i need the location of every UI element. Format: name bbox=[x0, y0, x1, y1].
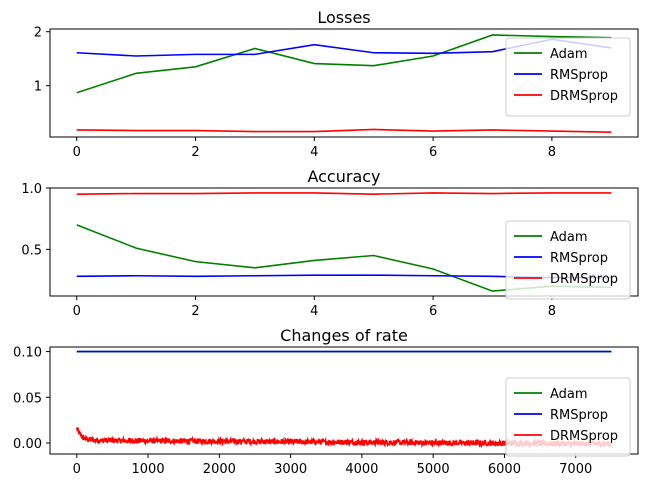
series-line-drmsprop bbox=[76, 192, 612, 195]
legend-box bbox=[505, 220, 631, 300]
x-tick-label: 0 bbox=[73, 304, 81, 319]
chart-panel-2: 0 2 4 6 8 0.5 1.0 Accuracy Adam RMSprop DRMSprop bbox=[21, 167, 639, 319]
legend: Adam RMSprop DRMSprop bbox=[505, 37, 631, 117]
x-tick-label: 4 bbox=[310, 145, 318, 160]
legend-label-drmsprop: DRMSprop bbox=[550, 89, 618, 104]
y-tick-label: 0.10 bbox=[13, 346, 42, 361]
y-tick-label: 0.5 bbox=[21, 243, 42, 258]
x-tick-label: 6000 bbox=[488, 462, 521, 477]
x-tick-label: 0 bbox=[73, 145, 81, 160]
x-tick-label: 7000 bbox=[559, 462, 592, 477]
y-tick-label: 0.05 bbox=[13, 391, 42, 406]
legend-label-adam: Adam bbox=[550, 230, 588, 245]
legend-label-adam: Adam bbox=[550, 47, 588, 62]
legend-label-rmsprop: RMSprop bbox=[550, 68, 608, 83]
x-tick-label: 3000 bbox=[274, 462, 307, 477]
chart-title: Accuracy bbox=[307, 167, 380, 186]
x-tick-label: 4 bbox=[310, 304, 318, 319]
legend: Adam RMSprop DRMSprop bbox=[505, 220, 631, 300]
legend-label-drmsprop: DRMSprop bbox=[550, 429, 618, 444]
x-tick-label: 2 bbox=[191, 304, 199, 319]
legend-box bbox=[505, 377, 631, 457]
x-tick-label: 5000 bbox=[417, 462, 450, 477]
x-tick-label: 6 bbox=[429, 304, 437, 319]
legend-label-rmsprop: RMSprop bbox=[550, 251, 608, 266]
legend-box bbox=[505, 37, 631, 117]
x-tick-label: 8 bbox=[548, 304, 556, 319]
x-tick-label: 0 bbox=[73, 462, 81, 477]
x-tick-label: 8 bbox=[548, 145, 556, 160]
legend-label-rmsprop: RMSprop bbox=[550, 408, 608, 423]
plot-frame bbox=[49, 187, 639, 297]
x-tick-label: 6 bbox=[429, 145, 437, 160]
x-tick-label: 1000 bbox=[132, 462, 165, 477]
series-line-drmsprop bbox=[76, 128, 612, 133]
y-tick-label: 1.0 bbox=[21, 182, 42, 197]
legend-label-drmsprop: DRMSprop bbox=[550, 272, 618, 287]
chart-title: Changes of rate bbox=[280, 326, 408, 345]
y-tick-label: 0.00 bbox=[13, 437, 42, 452]
y-tick-label: 2 bbox=[34, 26, 42, 41]
x-tick-label: 4000 bbox=[345, 462, 378, 477]
chart-panel-1: 0 2 4 6 8 1 2 Losses Adam RMSprop DRMSprop bbox=[34, 8, 639, 160]
legend-label-adam: Adam bbox=[550, 387, 588, 402]
chart-title: Losses bbox=[317, 8, 370, 27]
chart-panel-3: 0 1000 2000 3000 4000 5000 6000 7000 0.00 0.05 0.1… bbox=[13, 326, 639, 477]
plot-frame bbox=[49, 346, 639, 455]
legend: Adam RMSprop DRMSprop bbox=[505, 377, 631, 457]
y-tick-label: 1 bbox=[34, 80, 42, 95]
series-line-adam bbox=[76, 34, 612, 94]
plot-frame bbox=[49, 28, 639, 138]
x-tick-label: 2 bbox=[191, 145, 199, 160]
x-tick-label: 2000 bbox=[203, 462, 236, 477]
